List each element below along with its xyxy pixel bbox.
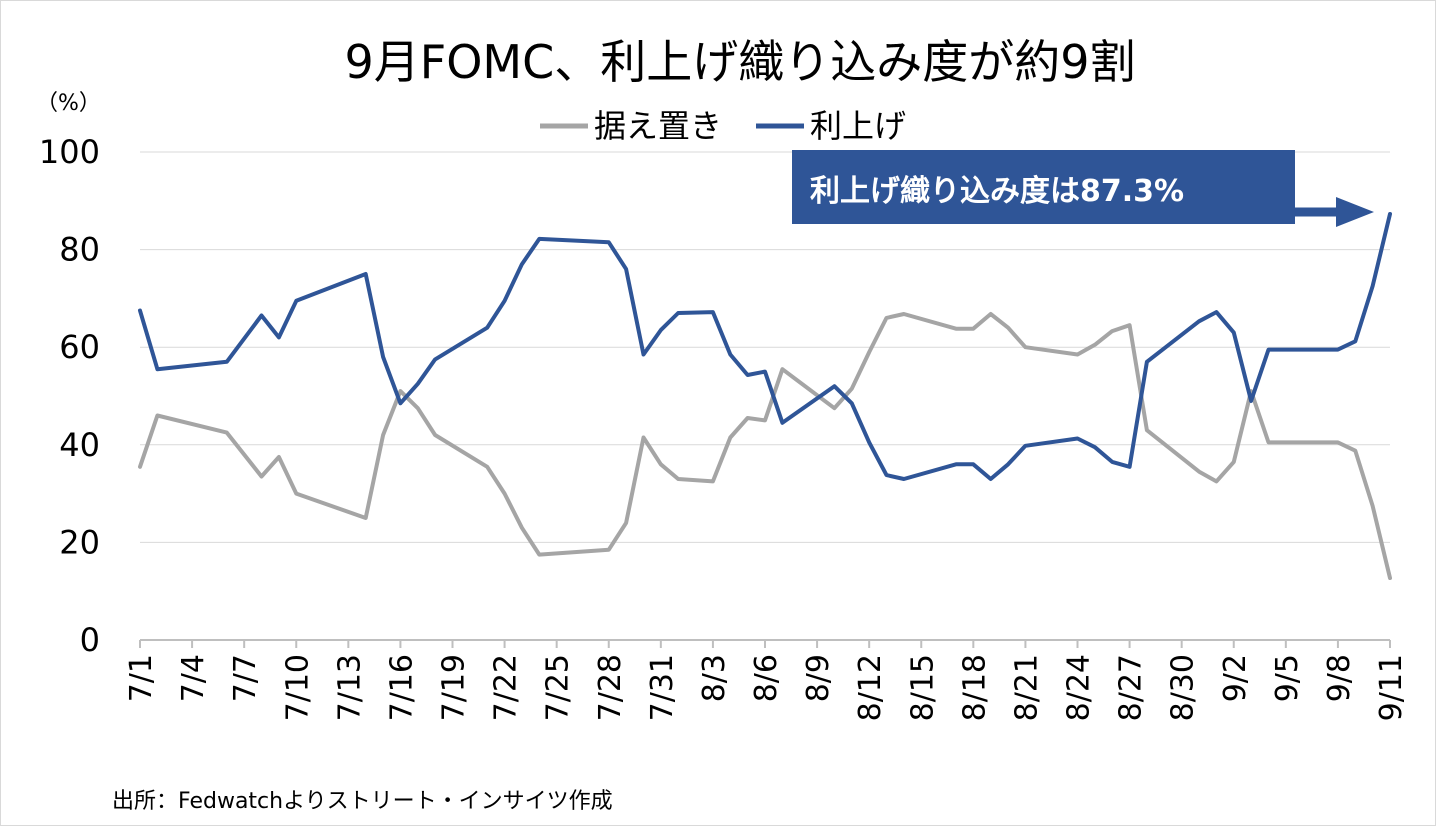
x-tick-label: 7/31 <box>645 654 680 721</box>
chart-title: 9月FOMC、利上げ織り込み度が約9割 <box>344 35 1135 89</box>
x-tick-label: 8/15 <box>905 654 940 721</box>
series-line-hold <box>138 312 1392 580</box>
x-tick-label: 7/22 <box>489 654 524 721</box>
x-axis: 7/1 7/4 7/7 7/10 7/13 7/16 7/19 7/22 7/25 7/28 7/3… <box>124 639 1409 721</box>
x-tick-label: 8/6 <box>749 654 784 702</box>
x-tick-label: 9/11 <box>1374 654 1409 721</box>
y-tick-label: 80 <box>59 231 100 269</box>
x-tick-label: 8/24 <box>1062 654 1097 721</box>
x-tick-label: 8/30 <box>1166 654 1201 721</box>
x-tick-label: 7/19 <box>437 654 472 721</box>
x-tick-label: 7/16 <box>384 654 419 721</box>
y-tick-label: 100 <box>39 133 100 171</box>
callout-arrow-head <box>1336 197 1374 227</box>
x-tick-label: 9/5 <box>1270 654 1305 702</box>
callout: 利上げ織り込み度は87.3% <box>792 150 1374 227</box>
x-tick-label: 8/18 <box>957 654 992 721</box>
legend-label-hike: 利上げ <box>810 107 906 145</box>
x-tick-label: 8/3 <box>697 654 732 702</box>
x-tick-label: 7/13 <box>332 654 367 721</box>
x-tick-label: 7/4 <box>176 654 211 702</box>
x-tick-label: 7/1 <box>124 654 159 702</box>
y-tick-label: 20 <box>59 523 100 561</box>
x-tick-label: 8/9 <box>801 654 836 702</box>
x-tick-label: 8/12 <box>853 654 888 721</box>
x-tick-label: 7/28 <box>593 654 628 721</box>
callout-text: 利上げ織り込み度は87.3% <box>810 174 1184 209</box>
x-tick-label: 7/25 <box>541 654 576 721</box>
x-tick-label: 8/27 <box>1114 654 1149 721</box>
y-tick-label: 60 <box>59 328 100 366</box>
x-tick-label: 7/7 <box>228 654 263 702</box>
legend-label-hold: 据え置き <box>594 107 722 145</box>
callout-box <box>792 150 1295 224</box>
y-tick-label: 40 <box>59 426 100 464</box>
x-tick-label: 8/21 <box>1009 654 1044 721</box>
x-tick-label: 9/8 <box>1322 654 1357 702</box>
unit-label: （%） <box>36 91 101 116</box>
source-note: 出所：Fedwatchよりストリート・インサイツ作成 <box>112 789 613 814</box>
series-lines <box>138 212 1392 580</box>
legend: 据え置き 利上げ <box>540 107 906 145</box>
x-tick-label: 7/10 <box>280 654 315 721</box>
x-tick-label: 9/2 <box>1218 654 1253 702</box>
y-tick-label: 0 <box>80 621 100 659</box>
y-axis-ticks: 0 20 40 60 80 100 <box>39 133 100 659</box>
series-line-hike <box>138 212 1392 481</box>
